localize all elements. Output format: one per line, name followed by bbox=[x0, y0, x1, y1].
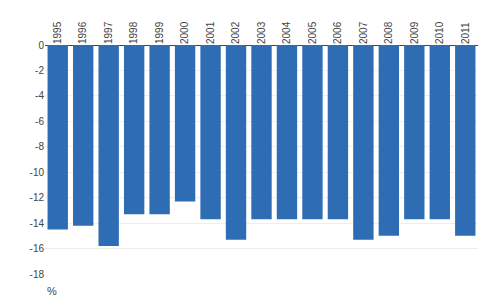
svg-text:2011: 2011 bbox=[460, 22, 471, 44]
svg-text:-10: -10 bbox=[30, 167, 45, 178]
svg-text:2010: 2010 bbox=[434, 21, 445, 44]
svg-text:-14: -14 bbox=[30, 218, 45, 229]
svg-text:-2: -2 bbox=[35, 65, 44, 76]
svg-text:2001: 2001 bbox=[205, 21, 216, 44]
svg-text:1999: 1999 bbox=[154, 21, 165, 44]
svg-text:-8: -8 bbox=[35, 141, 44, 152]
svg-text:2002: 2002 bbox=[230, 21, 241, 44]
svg-text:2009: 2009 bbox=[409, 21, 420, 44]
svg-text:2003: 2003 bbox=[256, 21, 267, 44]
svg-text:-6: -6 bbox=[35, 116, 44, 127]
svg-text:1995: 1995 bbox=[52, 21, 63, 44]
svg-text:-12: -12 bbox=[30, 192, 45, 203]
svg-text:2007: 2007 bbox=[358, 21, 369, 44]
svg-text:-18: -18 bbox=[30, 269, 45, 280]
svg-text:2008: 2008 bbox=[383, 21, 394, 44]
svg-text:2000: 2000 bbox=[179, 21, 190, 44]
svg-text:2006: 2006 bbox=[332, 21, 343, 44]
svg-text:-4: -4 bbox=[35, 90, 44, 101]
svg-text:0: 0 bbox=[38, 40, 44, 51]
svg-text:1998: 1998 bbox=[128, 21, 139, 44]
svg-text:1996: 1996 bbox=[77, 21, 88, 44]
svg-text:1997: 1997 bbox=[103, 21, 114, 44]
svg-text:%: % bbox=[47, 285, 57, 297]
svg-text:2004: 2004 bbox=[281, 21, 292, 44]
svg-text:2005: 2005 bbox=[307, 21, 318, 44]
svg-text:-16: -16 bbox=[30, 243, 45, 254]
